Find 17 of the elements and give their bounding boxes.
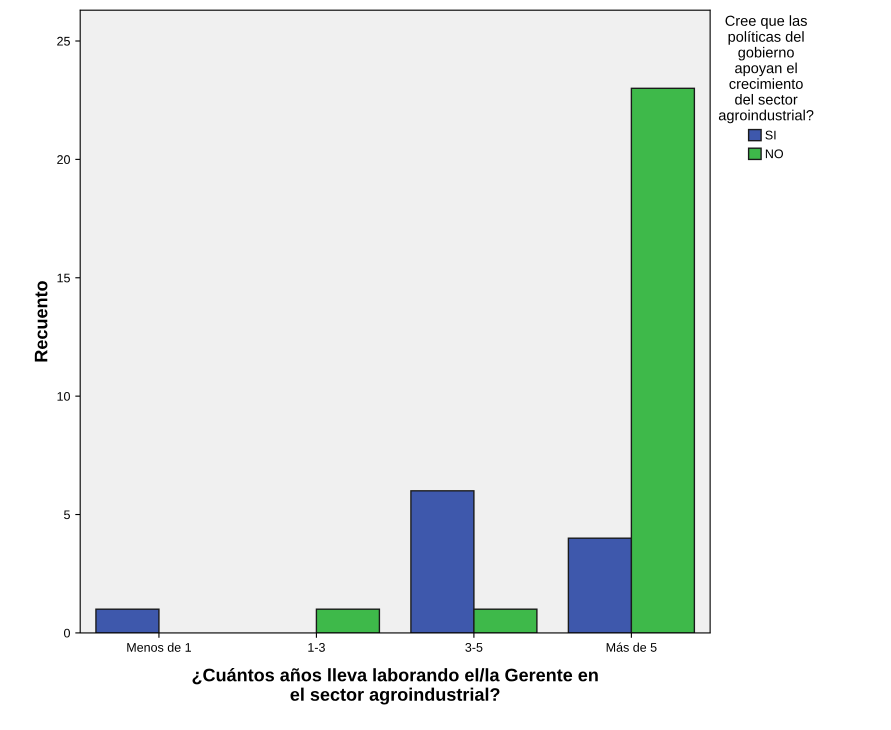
y-tick-label: 20	[57, 155, 70, 164]
x-tick-label: 1-3	[308, 642, 325, 652]
x-axis-title: ¿Cuántos años lleva laborando el/la Gerente en el sector agroindustrial?	[192, 668, 598, 705]
y-tick-label: 5	[64, 510, 70, 520]
legend-label: NO	[766, 149, 784, 158]
x-tick-label: Más de 5	[606, 642, 657, 652]
bar	[95, 608, 160, 633]
y-tick-label: 25	[57, 36, 70, 46]
y-axis-title: Recuento	[34, 281, 48, 362]
x-tick-label: Menos de 1	[127, 642, 191, 652]
bar	[316, 608, 380, 633]
x-tick-label: 3-5	[465, 642, 482, 652]
y-tick-label: 10	[58, 392, 70, 401]
legend-label: SI	[765, 130, 776, 140]
y-tick-label: 15	[58, 274, 70, 282]
legend-title: Cree que las políticas del gobierno apoyan el crecimiento del sector agroindustrial?	[718, 15, 814, 124]
y-tick-label: 0	[64, 628, 70, 638]
